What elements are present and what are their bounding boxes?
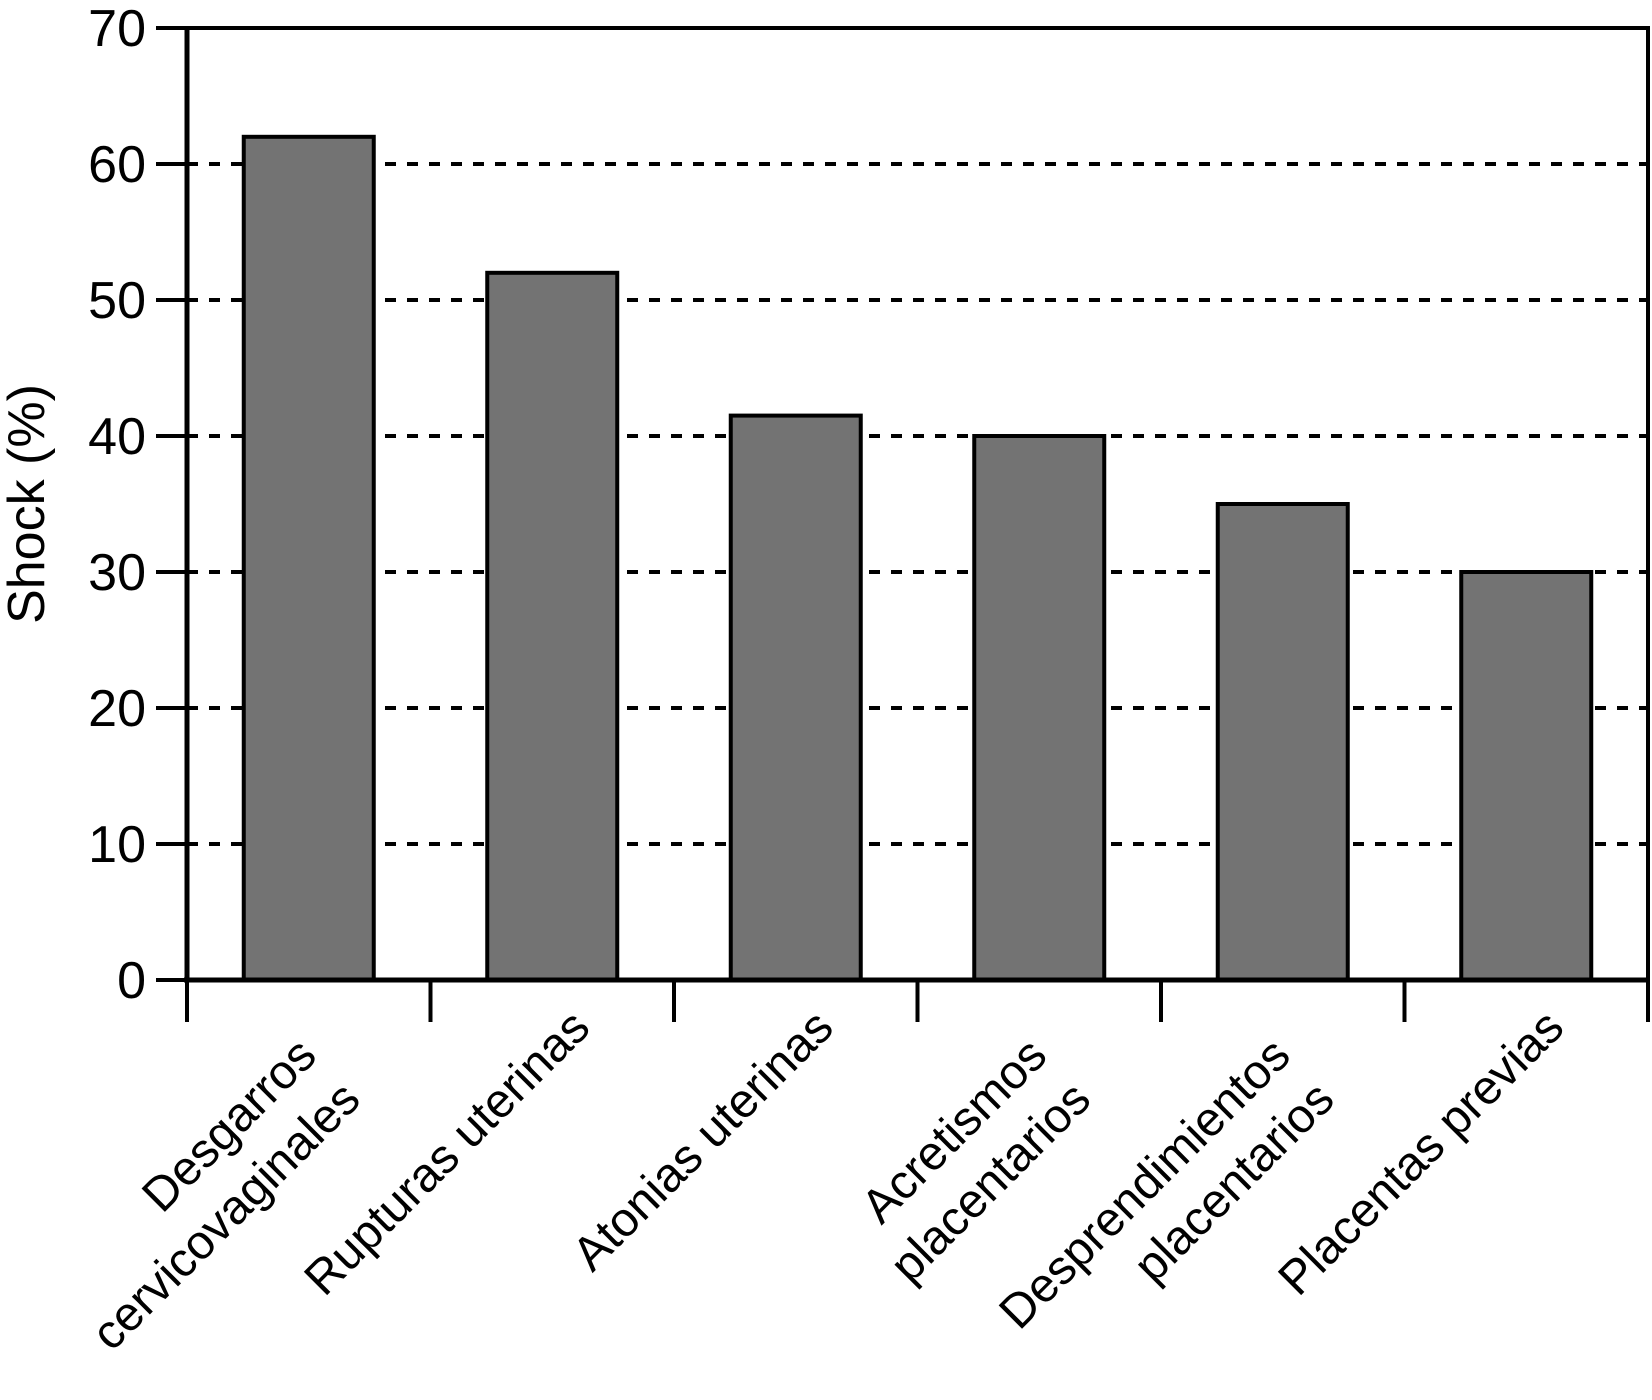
bar-4 bbox=[972, 434, 1107, 982]
y-tick-label-70: 70 bbox=[88, 0, 146, 58]
x-category-label-1: Desgarroscervicovaginales bbox=[38, 1028, 370, 1360]
bars bbox=[241, 134, 1594, 983]
y-tick-label-20: 20 bbox=[88, 680, 146, 738]
y-tick-label-50: 50 bbox=[88, 272, 146, 330]
plot-border bbox=[184, 26, 1650, 983]
gridlines bbox=[187, 162, 1648, 846]
bar-5 bbox=[1215, 502, 1350, 982]
bar-1 bbox=[241, 134, 376, 983]
x-category-label-3-line-1: Atonias uterinas bbox=[563, 1000, 844, 1281]
bar-3 bbox=[728, 413, 863, 983]
y-tick-label-10: 10 bbox=[88, 816, 146, 874]
bar-2 bbox=[485, 270, 620, 982]
x-category-label-2: Rupturas uterinas bbox=[295, 1000, 600, 1305]
y-tick-label-0: 0 bbox=[117, 952, 146, 1010]
bar-6 bbox=[1459, 570, 1594, 982]
y-ticks bbox=[156, 26, 187, 982]
y-tick-label-60: 60 bbox=[88, 136, 146, 194]
y-tick-labels: 0 10 20 30 40 50 60 70 bbox=[88, 0, 146, 1010]
x-category-label-6: Placentas previas bbox=[1269, 1000, 1574, 1305]
x-category-label-6-line-1: Placentas previas bbox=[1269, 1000, 1574, 1305]
x-category-label-5: Desprendimientosplacentarios bbox=[990, 1028, 1345, 1383]
x-ticks bbox=[185, 980, 1650, 1022]
y-tick-label-30: 30 bbox=[88, 544, 146, 602]
x-category-label-2-line-1: Rupturas uterinas bbox=[295, 1000, 600, 1305]
y-tick-label-40: 40 bbox=[88, 408, 146, 466]
y-axis-title: Shock (%) bbox=[0, 384, 56, 624]
x-category-label-3: Atonias uterinas bbox=[563, 1000, 844, 1281]
